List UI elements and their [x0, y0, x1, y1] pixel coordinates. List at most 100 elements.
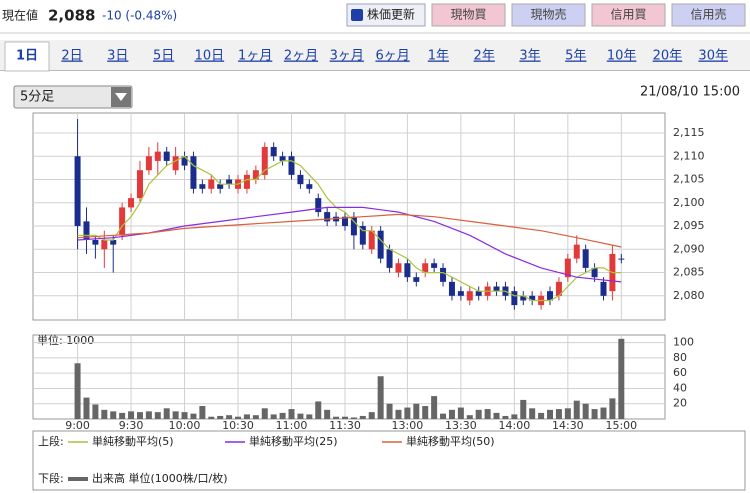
trade-button-label[interactable]: 現物売	[530, 7, 566, 22]
refresh-button[interactable]: 株価更新	[346, 3, 426, 27]
volume-bar	[190, 413, 197, 419]
volume-bar	[413, 403, 420, 419]
y-tick-label: 2,090	[673, 242, 705, 255]
candle-body	[261, 146, 268, 175]
active-tab[interactable]	[4, 41, 50, 72]
volume-bar	[395, 409, 402, 419]
trade-button[interactable]	[431, 3, 506, 27]
trade-button[interactable]	[591, 3, 666, 27]
tab-label[interactable]: 3年	[519, 49, 540, 64]
volume-bar	[591, 409, 598, 419]
volume-bar	[101, 409, 108, 419]
tab-label[interactable]: 6ヶ月	[375, 49, 409, 64]
volume-bar	[511, 414, 518, 419]
tab-label[interactable]: 2ヶ月	[284, 49, 318, 64]
candle-body	[190, 156, 197, 189]
candle-body	[431, 263, 438, 268]
candle-body	[181, 156, 188, 166]
volume-bar	[279, 412, 286, 419]
tab-label[interactable]: 30年	[698, 49, 728, 64]
volume-bar	[564, 408, 571, 419]
candle-body	[555, 281, 562, 296]
y-tick-label: 2,080	[673, 289, 705, 302]
candle-body	[520, 295, 527, 301]
trade-button-label[interactable]: 現物買	[450, 8, 486, 22]
volume-plot	[32, 334, 666, 420]
volume-bar	[110, 411, 117, 419]
candle-body	[110, 239, 117, 245]
tab-label[interactable]: 1日	[16, 49, 38, 64]
x-tick-label: 9:00	[65, 419, 90, 432]
x-tick-label: 10:30	[222, 419, 254, 432]
select-label[interactable]: 5分足	[20, 90, 54, 105]
volume-bar	[119, 412, 126, 419]
tab-label[interactable]: 2日	[61, 49, 82, 64]
y-tick-label: 2,115	[673, 126, 705, 139]
moving-average-line	[77, 213, 622, 248]
volume-bar	[573, 400, 580, 419]
tab-label[interactable]: 1ヶ月	[238, 49, 272, 64]
candle-body	[475, 291, 482, 296]
volume-bar	[368, 412, 375, 419]
volume-bar	[440, 413, 447, 419]
candle-body	[448, 281, 455, 296]
y-tick-label: 100	[673, 336, 694, 349]
candle-body	[136, 170, 143, 199]
datetime: 21/08/10 15:00	[640, 85, 740, 100]
x-tick-label: 15:00	[605, 419, 637, 432]
trade-button-label[interactable]: 信用買	[610, 8, 646, 22]
legend-box	[32, 430, 746, 491]
tab-label[interactable]: 1年	[428, 49, 449, 64]
trade-button[interactable]	[511, 3, 586, 27]
tab-label[interactable]: 3ヶ月	[330, 49, 364, 64]
candle-body	[395, 263, 402, 273]
candle-body	[101, 239, 108, 250]
volume-bar	[529, 408, 536, 419]
volume-bar	[315, 401, 322, 419]
select-box[interactable]	[13, 85, 133, 109]
select-arrow	[115, 93, 127, 101]
volume-bar	[261, 408, 268, 419]
candle-body	[324, 212, 331, 222]
tab-label[interactable]: 5年	[565, 49, 586, 64]
volume-bar	[83, 397, 90, 419]
tab-label[interactable]: 20年	[653, 49, 683, 64]
volume-bar	[235, 416, 242, 419]
volume-bar	[128, 411, 135, 419]
volume-bar	[475, 409, 482, 419]
legend-lower: 下段:	[38, 471, 64, 485]
volume-bar	[92, 404, 99, 419]
volume-bar	[422, 406, 429, 419]
y-tick-label: 2,095	[673, 219, 705, 232]
candle-body	[119, 207, 126, 236]
tab-label[interactable]: 5日	[153, 49, 174, 64]
refresh-button-bg[interactable]	[346, 3, 426, 27]
price-label: 現在値	[2, 8, 38, 23]
candle-body	[368, 230, 375, 250]
x-tick-label: 11:00	[276, 419, 308, 432]
volume-bar	[502, 415, 509, 419]
trade-button[interactable]	[671, 3, 746, 27]
volume-bar	[618, 338, 625, 419]
y-tick-label: 60	[673, 366, 687, 379]
tab-label[interactable]: 10日	[195, 49, 225, 64]
candle-body	[83, 221, 90, 240]
tab-label[interactable]: 2年	[474, 49, 495, 64]
y-tick-label: 40	[673, 381, 687, 394]
volume-bar	[448, 409, 455, 419]
candle-body	[341, 216, 348, 227]
refresh-label[interactable]: 株価更新	[367, 7, 415, 22]
volume-bar	[226, 415, 233, 419]
volume-bar	[457, 407, 464, 419]
x-tick-label: 14:00	[499, 419, 531, 432]
x-tick-label: 10:00	[169, 419, 201, 432]
candle-body	[377, 230, 384, 259]
candle-body	[128, 198, 135, 208]
trade-button-label[interactable]: 信用売	[690, 7, 726, 22]
tab-label[interactable]: 10年	[607, 49, 637, 64]
interval-select[interactable]: 5分足	[13, 85, 133, 109]
tab-label[interactable]: 3日	[107, 49, 128, 64]
volume-bar	[74, 363, 81, 419]
candle-body	[243, 174, 250, 189]
candle-body	[270, 146, 277, 157]
